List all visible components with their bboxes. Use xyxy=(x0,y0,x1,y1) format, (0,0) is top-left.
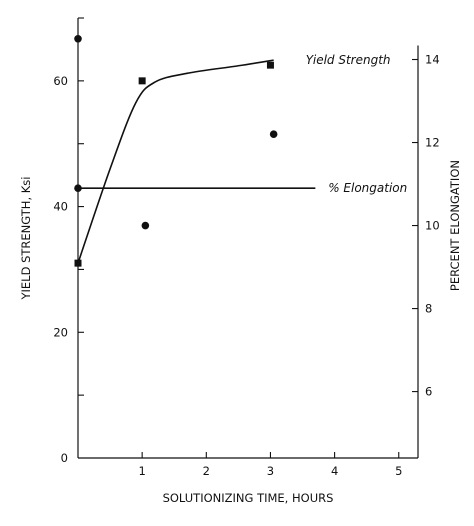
yield-strength-point xyxy=(138,77,146,85)
elongation-point xyxy=(74,184,82,192)
y2-tick-label: 8 xyxy=(425,302,432,316)
labels: SOLUTIONIZING TIME, HOURS YIELD STRENGTH… xyxy=(19,53,462,505)
series-label-yield-strength: Yield Strength xyxy=(306,53,391,67)
x-tick-label: 2 xyxy=(203,464,210,478)
series-label-elongation: % Elongation xyxy=(328,181,407,195)
x-axis-label: SOLUTIONIZING TIME, HOURS xyxy=(163,491,334,505)
y-tick-label: 20 xyxy=(53,325,68,339)
x-tick-label: 4 xyxy=(331,464,338,478)
yield-strength-point xyxy=(266,61,274,69)
y2-tick-label: 14 xyxy=(425,53,440,67)
yield-strength-curve xyxy=(77,59,274,264)
elongation-point xyxy=(269,130,278,139)
x-tick-label: 5 xyxy=(395,464,402,478)
y2-tick-label: 12 xyxy=(425,136,440,150)
x-tick-label: 1 xyxy=(138,464,145,478)
x-tick-label: 3 xyxy=(267,464,274,478)
y2-tick-label: 10 xyxy=(425,219,440,233)
marks xyxy=(74,34,316,267)
yield-strength-point xyxy=(74,259,82,267)
y2-tick-label: 6 xyxy=(425,385,432,399)
elongation-point xyxy=(141,221,150,230)
y-tick-label: 0 xyxy=(61,451,68,465)
elongation-point xyxy=(74,34,82,43)
y2-axis-label: PERCENT ELONGATION xyxy=(448,160,462,291)
y-tick-label: 40 xyxy=(53,200,68,214)
y-tick-label: 60 xyxy=(53,74,68,88)
y-axis-label: YIELD STRENGTH, Ksi xyxy=(19,177,33,301)
